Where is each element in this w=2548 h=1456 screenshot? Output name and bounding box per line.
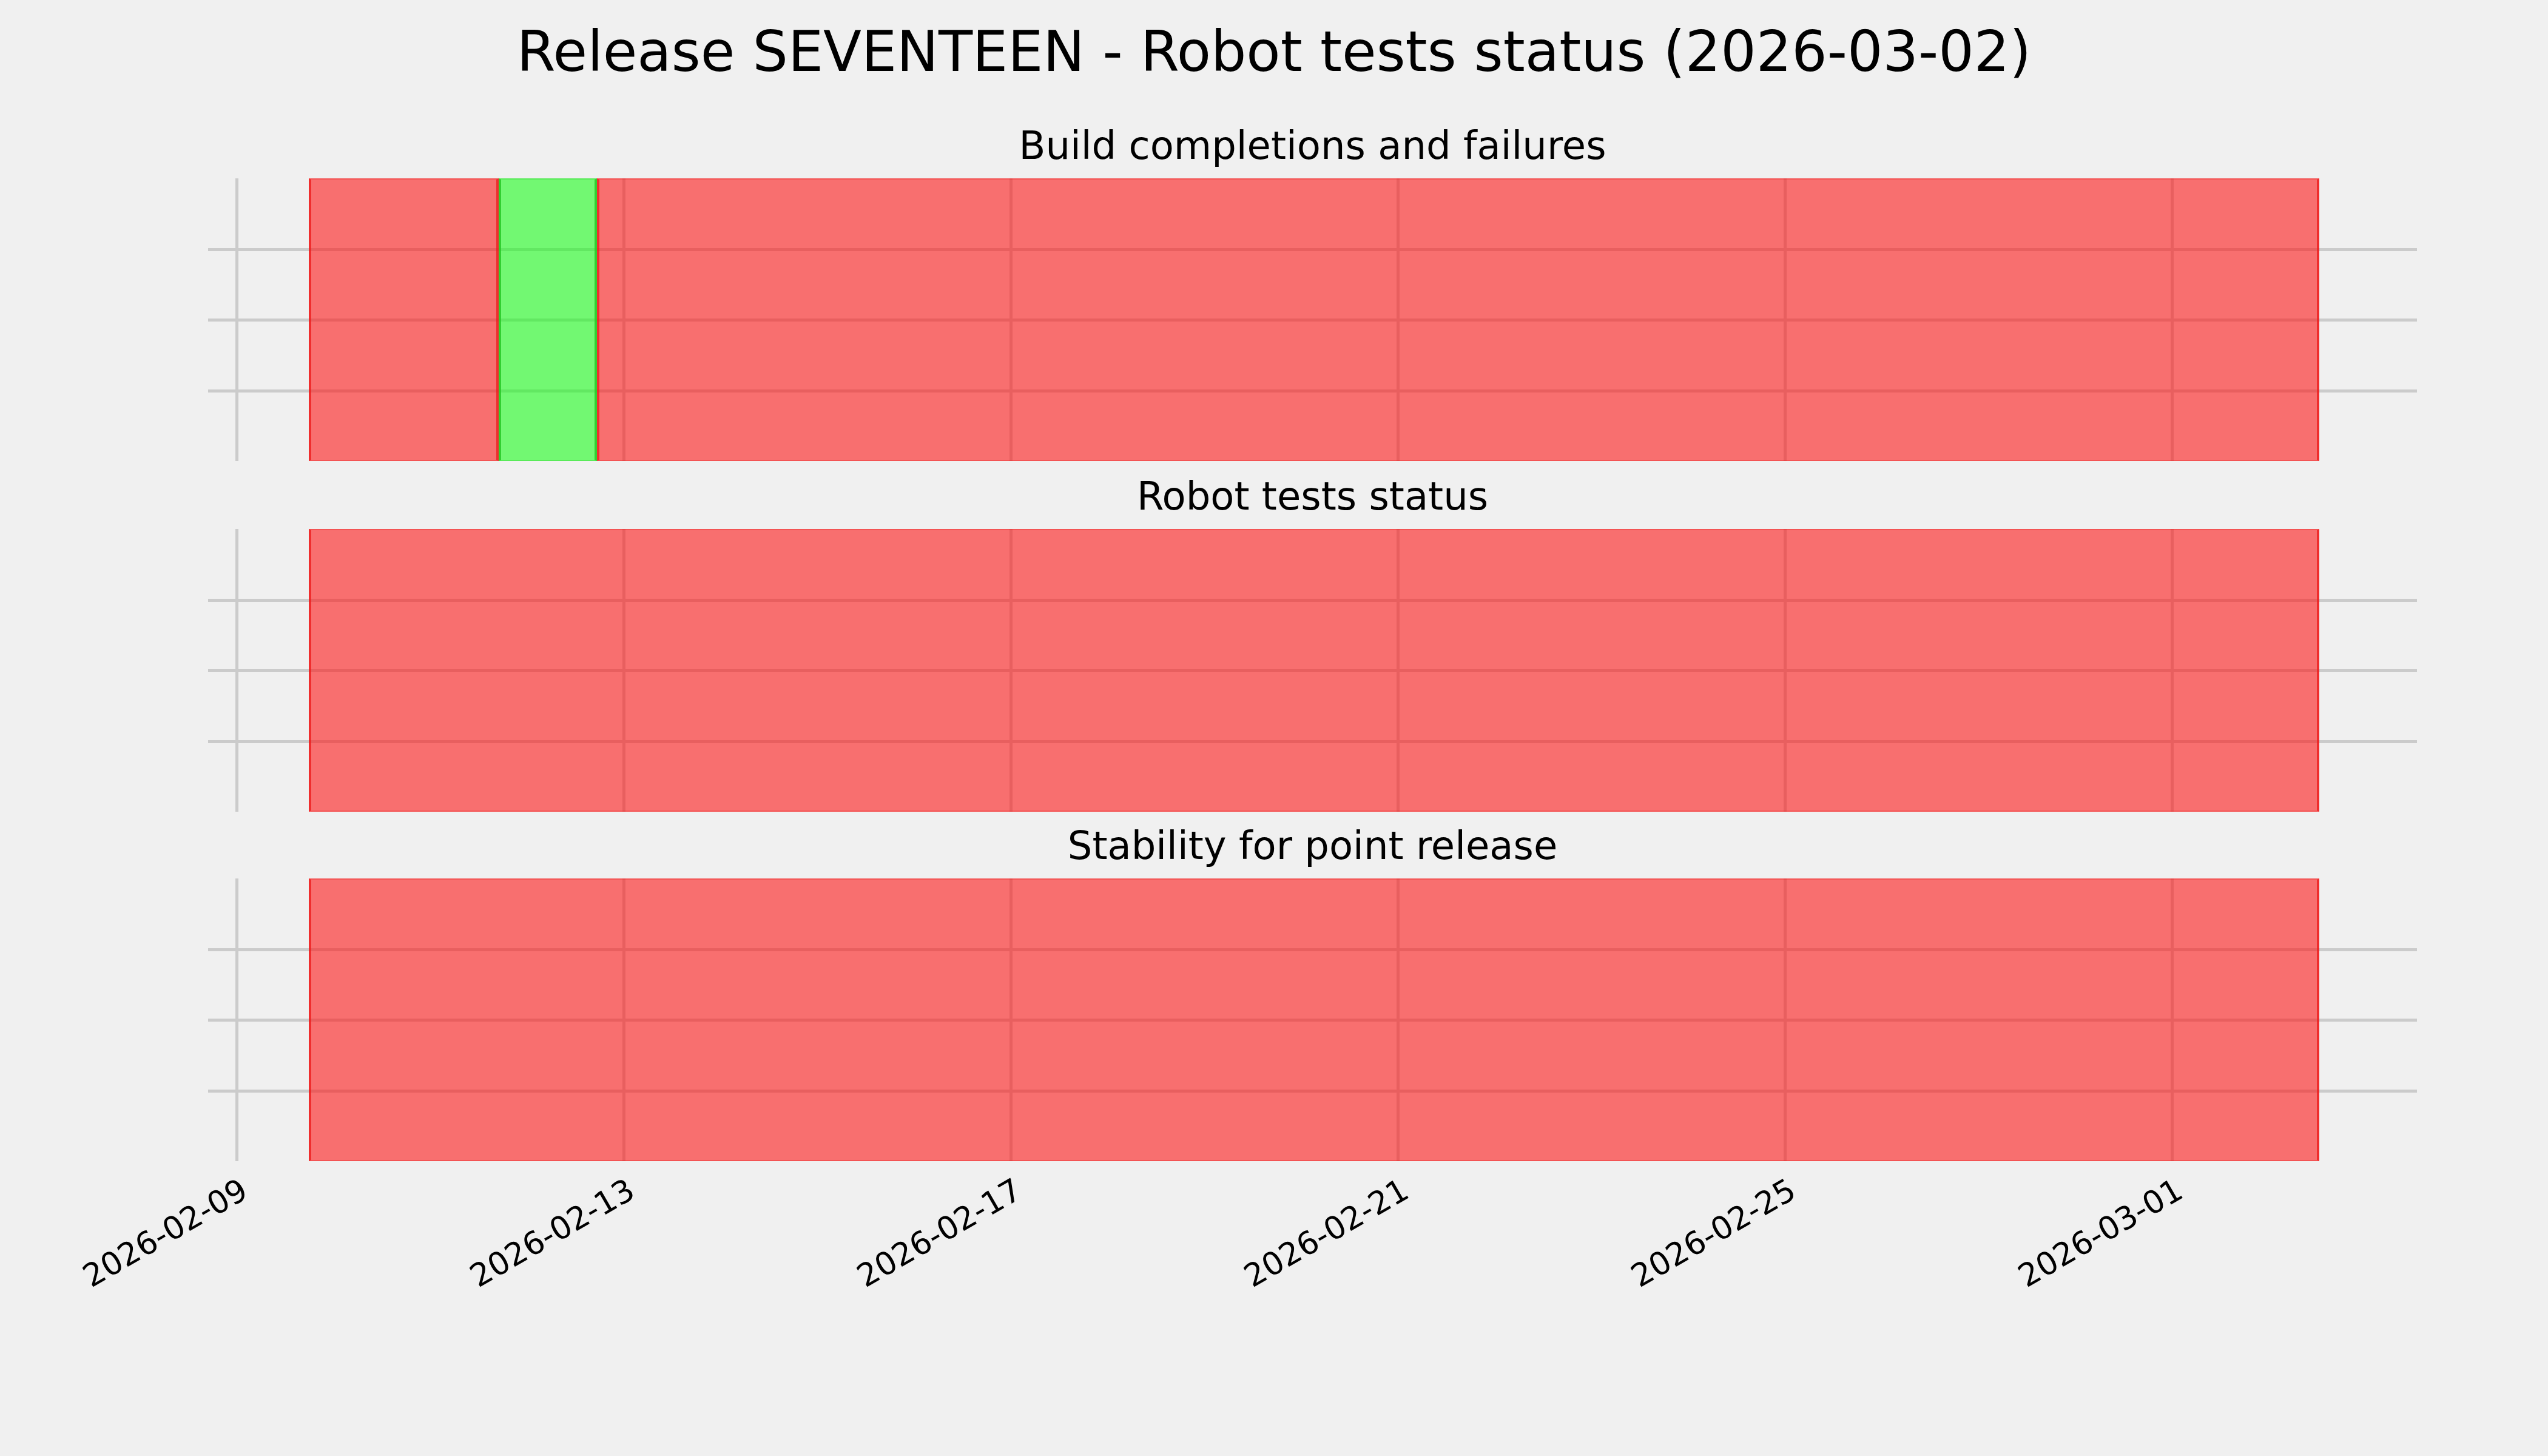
panel-title-3: Stability for point release	[208, 826, 2417, 865]
panel-title-1: Build completions and failures	[208, 126, 2417, 165]
x-tick-label: 2026-03-01	[1899, 1173, 2188, 1358]
status-segment-pass	[499, 178, 597, 461]
status-segment-fail	[597, 178, 2319, 461]
status-bar-2	[309, 529, 2319, 812]
figure: Release SEVENTEEN - Robot tests status (…	[0, 0, 2548, 1456]
panel-title-2: Robot tests status	[208, 477, 2417, 516]
x-gridline-2026-02-09	[235, 878, 238, 1161]
x-tick-label: 2026-02-09	[0, 1173, 252, 1358]
status-segment-fail	[309, 529, 2319, 812]
figure-title: Release SEVENTEEN - Robot tests status (…	[0, 23, 2548, 82]
x-tick-label: 2026-02-21	[1125, 1173, 1414, 1358]
x-tick-label: 2026-02-13	[351, 1173, 639, 1358]
panel-axes-2	[208, 529, 2417, 812]
panel-axes-1	[208, 178, 2417, 461]
x-tick-label: 2026-02-17	[738, 1173, 1026, 1358]
status-segment-fail	[309, 178, 499, 461]
x-gridline-2026-02-09	[235, 529, 238, 812]
status-segment-fail	[309, 878, 2319, 1161]
status-bar-3	[309, 878, 2319, 1161]
status-bar-1	[309, 178, 2319, 461]
x-gridline-2026-02-09	[235, 178, 238, 461]
panel-axes-3	[208, 878, 2417, 1161]
x-tick-label: 2026-02-25	[1512, 1173, 1801, 1358]
